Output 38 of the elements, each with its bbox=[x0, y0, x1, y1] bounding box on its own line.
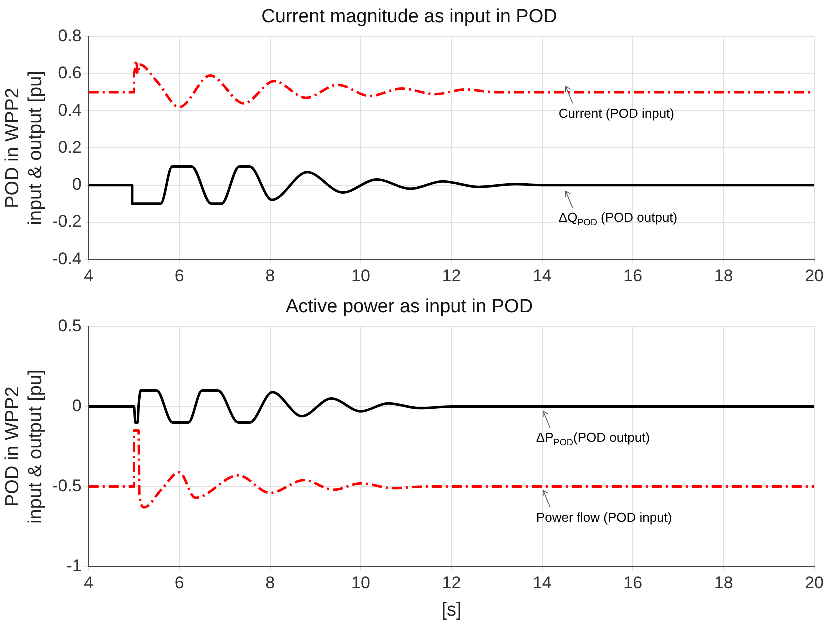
y-tick-label: -0.2 bbox=[52, 212, 82, 232]
x-tick-label: 8 bbox=[266, 574, 276, 593]
y-tick-label: 0.6 bbox=[58, 64, 82, 83]
y-tick-label: 0.5 bbox=[58, 316, 82, 336]
x-tick-label: 18 bbox=[714, 574, 734, 593]
annotation: ΔQ$_{POD}$ (POD output) bbox=[558, 210, 678, 228]
x-tick-label: 18 bbox=[714, 266, 734, 286]
x-tick-label: 14 bbox=[532, 266, 552, 286]
x-tick-label: 20 bbox=[805, 574, 824, 593]
x-tick-label: 6 bbox=[174, 266, 184, 286]
y-tick-label: -1 bbox=[66, 556, 82, 576]
annotation: Power flow (POD input) bbox=[536, 510, 672, 525]
x-tick-label: 4 bbox=[84, 266, 94, 286]
y-axis-title: POD in WPP2 input & output [pu] bbox=[2, 370, 46, 524]
y-tick-label: -0.5 bbox=[52, 476, 82, 496]
x-tick-label: 20 bbox=[805, 266, 824, 286]
chart-title: Current magnitude as input in POD bbox=[262, 6, 558, 28]
x-tick-label: 12 bbox=[442, 266, 462, 286]
x-tick-label: 8 bbox=[266, 266, 276, 286]
x-tick-label: 6 bbox=[174, 574, 184, 593]
x-tick-label: 10 bbox=[352, 574, 370, 593]
y-tick-label: 0.8 bbox=[58, 26, 82, 46]
annotation: Current (POD input) bbox=[558, 106, 674, 121]
y-tick-label: -0.4 bbox=[52, 249, 82, 268]
x-tick-label: 14 bbox=[532, 574, 552, 593]
x-tick-label: 16 bbox=[624, 266, 643, 286]
chart-title: Active power as input in POD bbox=[286, 296, 534, 318]
y-tick-label: 0.2 bbox=[58, 138, 82, 157]
y-tick-label: 0 bbox=[72, 396, 82, 416]
x-axis-title: [s] bbox=[442, 600, 462, 621]
x-tick-label: 12 bbox=[442, 574, 462, 593]
x-tick-label: 10 bbox=[352, 266, 370, 286]
y-tick-label: 0 bbox=[72, 175, 82, 194]
y-axis-title: POD in WPP2 input & output [pu] bbox=[2, 71, 46, 226]
x-tick-label: 4 bbox=[84, 574, 94, 593]
y-tick-label: 0.4 bbox=[58, 100, 82, 120]
x-tick-label: 16 bbox=[624, 574, 643, 593]
annotation: ΔP$_{POD}$(POD output) bbox=[536, 430, 650, 448]
